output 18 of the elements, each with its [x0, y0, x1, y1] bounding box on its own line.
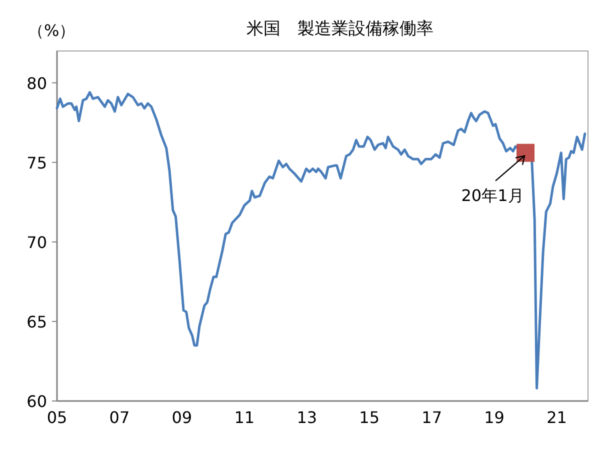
x-tick-label: 07: [109, 408, 130, 427]
y-tick-label: 70: [26, 232, 47, 252]
y-tick-label: 80: [26, 74, 47, 93]
y-tick-label: 75: [26, 153, 47, 172]
x-tick-label: 05: [46, 408, 68, 427]
y-axis-title: （%）: [28, 21, 76, 40]
x-tick-label: 15: [359, 408, 380, 427]
x-tick-label: 13: [296, 408, 318, 427]
y-tick-label: 65: [26, 312, 47, 332]
y-tick-label: 60: [26, 392, 47, 411]
x-tick-label: 19: [484, 408, 504, 427]
annotation: 20年1月: [461, 186, 524, 205]
x-tick-label: 09: [172, 408, 192, 427]
x-tick-label: 17: [422, 408, 442, 427]
line-series: [56, 91, 586, 390]
x-tick-label: 21: [546, 408, 567, 427]
x-tick-label: 11: [234, 408, 255, 427]
chart-title: 米国 製造業設備稼働率: [246, 19, 434, 39]
